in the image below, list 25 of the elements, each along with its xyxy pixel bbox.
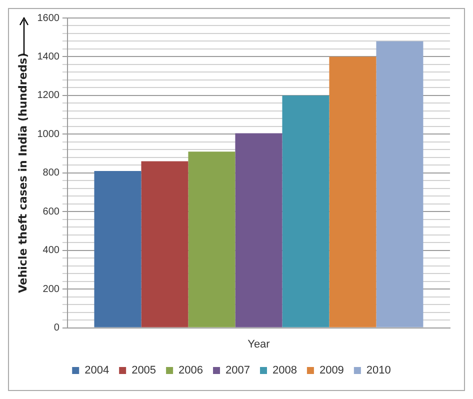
legend-label: 2009	[319, 364, 344, 377]
bar	[235, 133, 282, 328]
y-tick-label: 1600	[37, 12, 60, 24]
legend-label: 2005	[132, 364, 156, 377]
y-axis-title: Vehicle theft cases in India (hundreds)	[16, 52, 30, 294]
bar	[188, 152, 236, 328]
y-tick-label: 1200	[37, 90, 60, 102]
legend-label: 2004	[84, 364, 110, 377]
y-tick-label: 600	[42, 206, 60, 218]
y-tick-label: 1400	[37, 51, 60, 62]
y-tick-label: 400	[42, 245, 60, 256]
legend-label: 2007	[226, 364, 250, 377]
bar	[376, 41, 424, 328]
bar	[141, 161, 188, 328]
legend-label: 2006	[178, 364, 204, 377]
bar	[94, 170, 142, 328]
y-tick-label: 800	[42, 168, 60, 179]
bar	[282, 95, 330, 328]
legend-label: 2008	[272, 364, 297, 377]
y-tick-label: 200	[42, 284, 60, 295]
bar	[329, 56, 376, 328]
x-axis-title: Year	[248, 338, 270, 350]
y-tick-label: 1000	[37, 128, 60, 140]
y-tick-label: 0	[54, 322, 60, 334]
legend-label: 2010	[366, 364, 391, 377]
